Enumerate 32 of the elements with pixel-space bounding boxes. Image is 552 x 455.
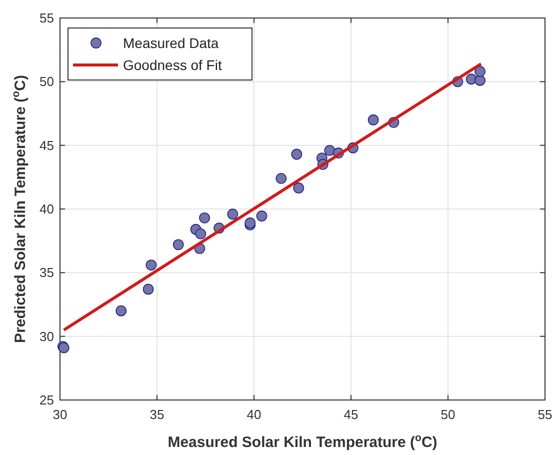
point [116, 305, 127, 316]
y-tick-label: 25 [40, 392, 54, 408]
x-tick-label: 45 [344, 407, 358, 422]
x-tick-label: 50 [440, 407, 456, 422]
x-tick-label: 30 [52, 407, 68, 422]
y-tick-label: 45 [40, 138, 54, 153]
y-tick-label: 35 [40, 265, 54, 280]
point [324, 144, 336, 156]
point [142, 284, 154, 295]
point [146, 260, 157, 270]
point [195, 228, 206, 240]
x-tick-label: 40 [246, 407, 262, 422]
y-tick-label: 50 [40, 74, 54, 90]
x-tick-label: 35 [150, 407, 164, 422]
point [227, 208, 238, 220]
point [256, 210, 268, 222]
point [276, 173, 287, 184]
point [172, 239, 184, 250]
point [474, 66, 486, 77]
point [293, 182, 304, 194]
point [466, 74, 477, 85]
legend-label: Measured Data [123, 35, 219, 51]
point [199, 212, 210, 224]
y-tick-label: 30 [40, 328, 54, 344]
y-tick-label: 40 [40, 202, 54, 216]
x-axis-title: Measured Solar Kiln Temperature ($^{o}$C) [168, 432, 438, 451]
x-tick-label: 55 [538, 407, 552, 422]
point [474, 74, 486, 86]
legend-label: Goodness of Fit [123, 57, 222, 73]
y-tick-label: 55 [40, 10, 54, 26]
point [291, 148, 302, 160]
point [368, 114, 379, 126]
